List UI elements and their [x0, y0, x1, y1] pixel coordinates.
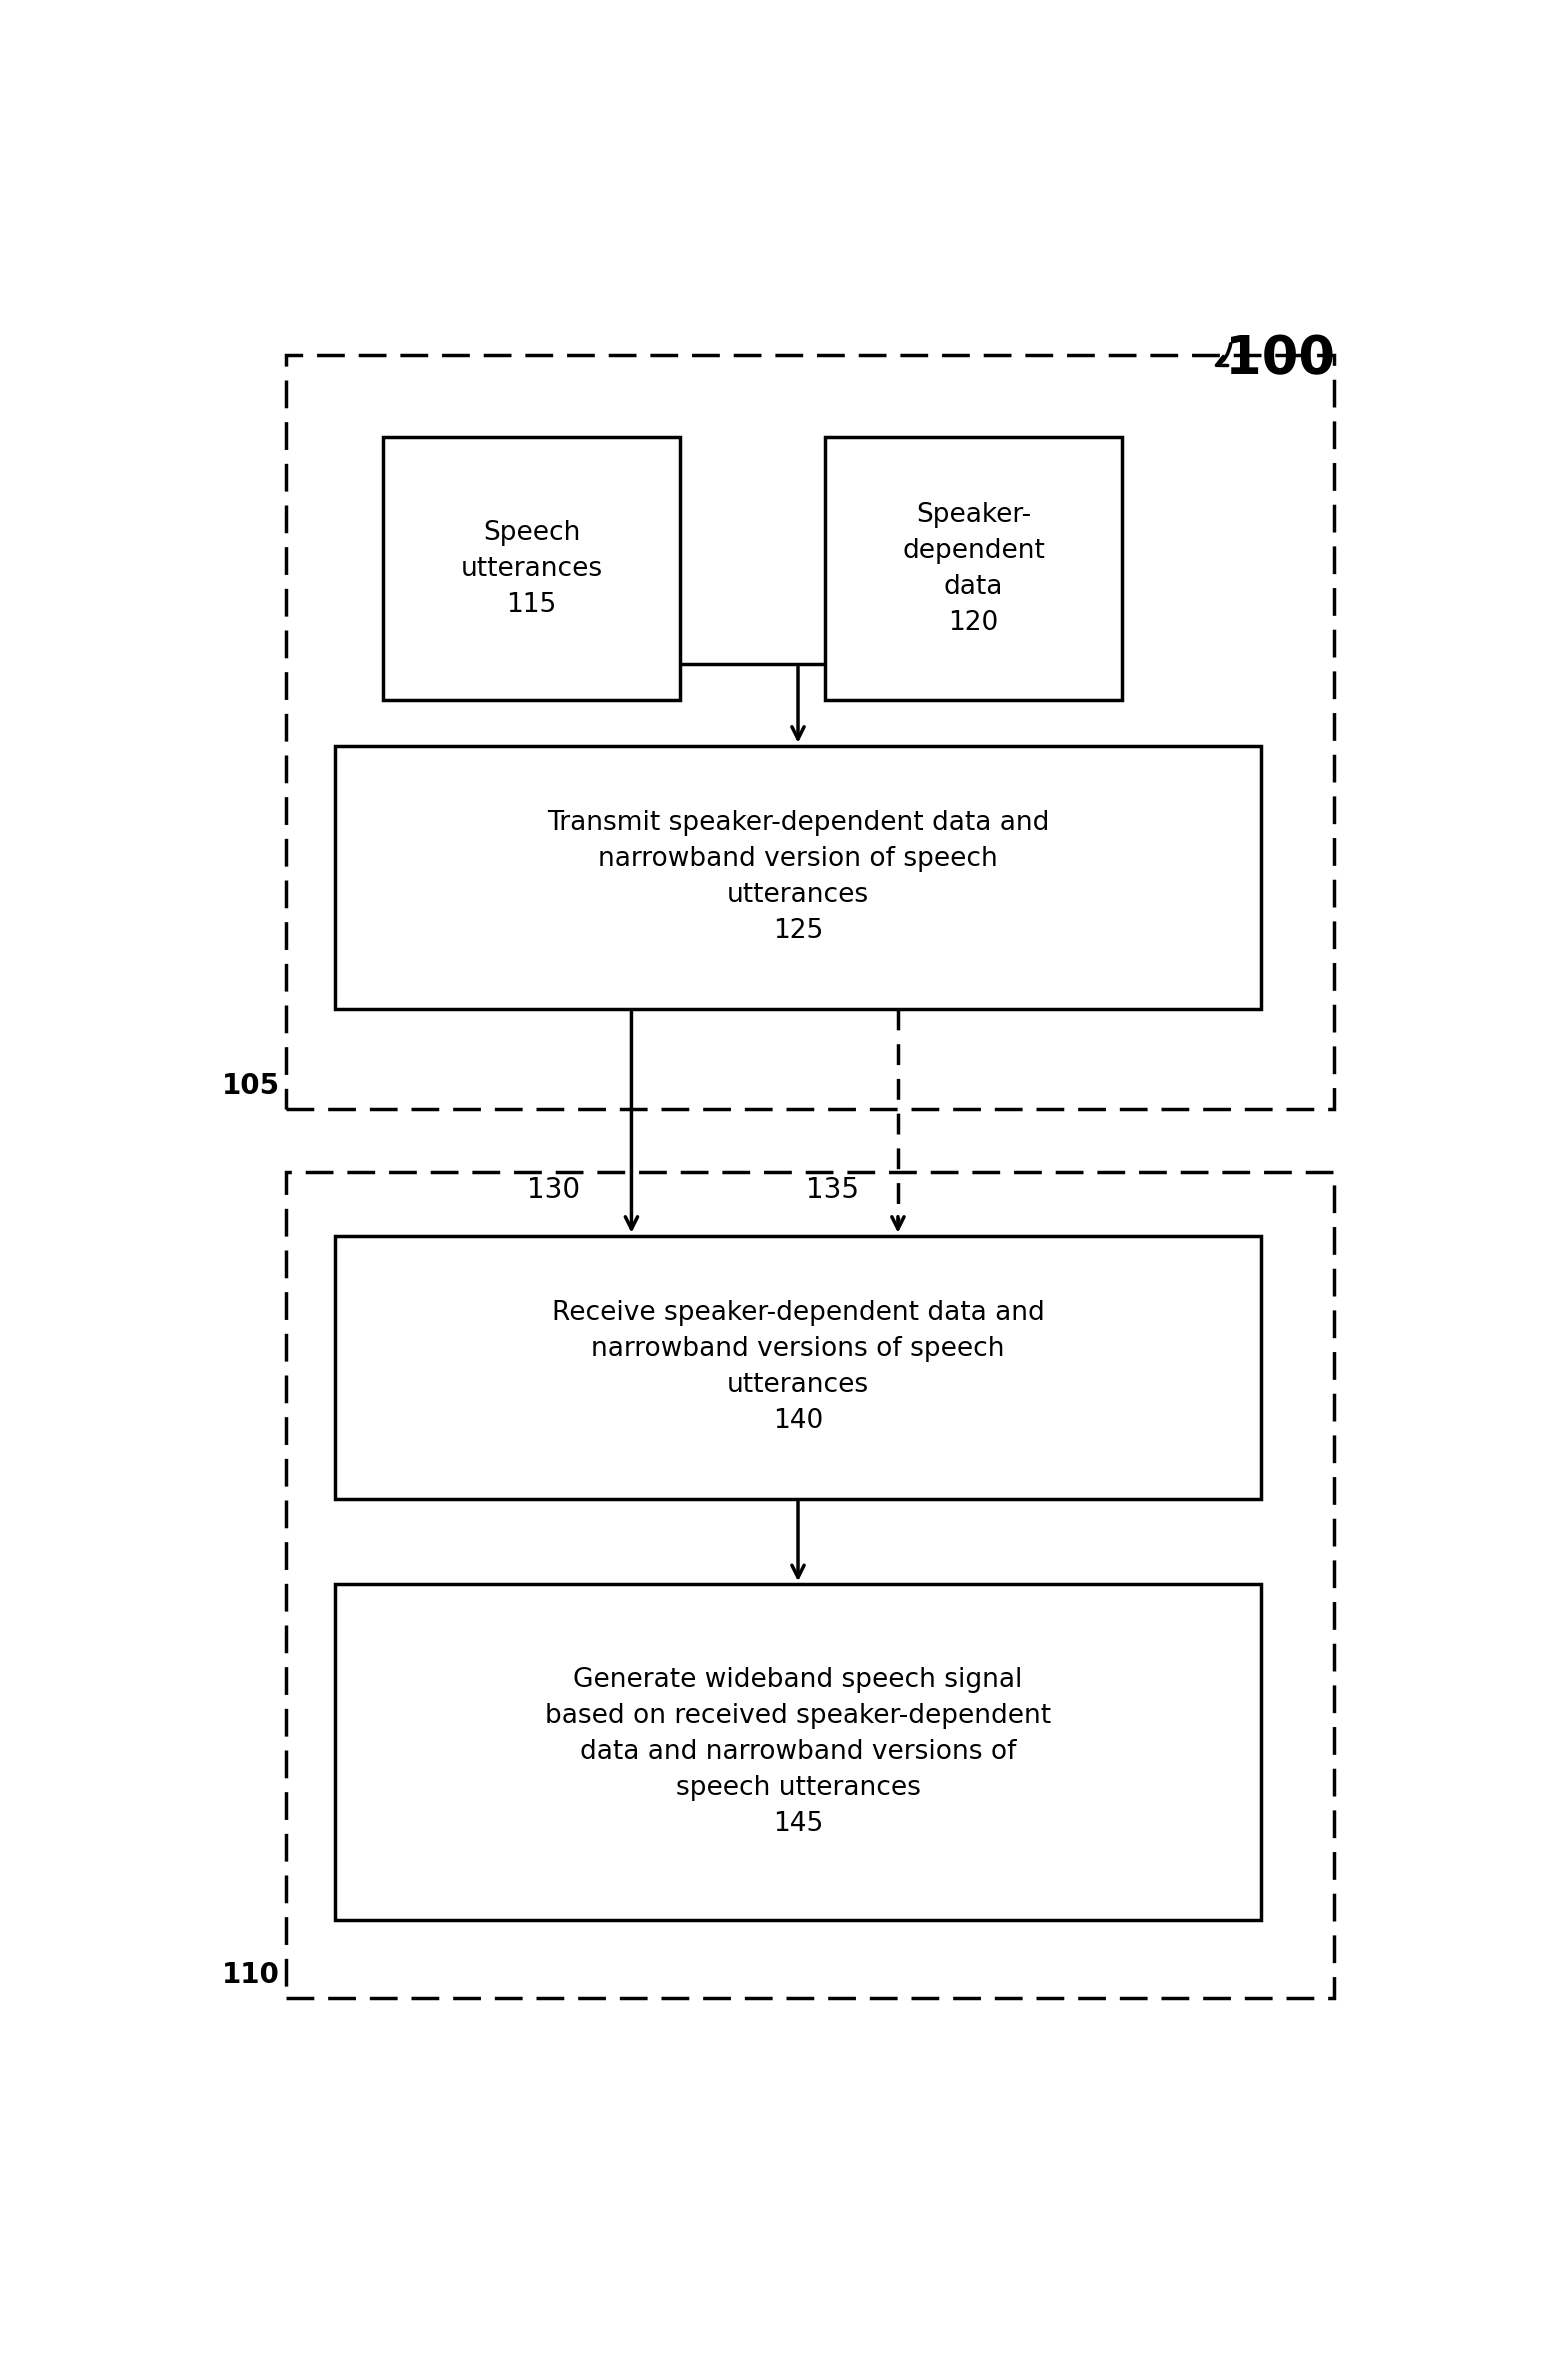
Bar	[383, 436, 680, 700]
Text: Receive speaker-dependent data and
narrowband versions of speech
utterances
140: Receive speaker-dependent data and narro…	[552, 1301, 1044, 1435]
Bar	[334, 1584, 1261, 1921]
Text: 135: 135	[807, 1176, 860, 1204]
Bar	[334, 745, 1261, 1009]
Text: Generate wideband speech signal
based on received speaker-dependent
data and nar: Generate wideband speech signal based on…	[545, 1666, 1050, 1836]
Bar	[825, 436, 1122, 700]
Text: Speaker-
dependent
data
120: Speaker- dependent data 120	[902, 502, 1046, 636]
Bar	[334, 1235, 1261, 1499]
Text: 130: 130	[527, 1176, 580, 1204]
Text: 110: 110	[222, 1961, 280, 1989]
Text: 105: 105	[222, 1072, 280, 1098]
Text: Transmit speaker-dependent data and
narrowband version of speech
utterances
125: Transmit speaker-dependent data and narr…	[547, 811, 1049, 945]
Text: 100: 100	[1224, 332, 1335, 384]
Text: Speech
utterances
115: Speech utterances 115	[461, 519, 603, 618]
Bar	[286, 356, 1335, 1108]
Bar	[286, 1171, 1335, 1999]
